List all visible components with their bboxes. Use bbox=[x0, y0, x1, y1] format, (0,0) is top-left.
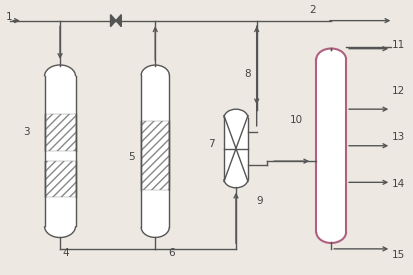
Bar bbox=[316, 59, 345, 232]
Text: 3: 3 bbox=[24, 127, 30, 137]
Text: 9: 9 bbox=[256, 196, 263, 206]
Text: 6: 6 bbox=[168, 248, 175, 258]
Text: 13: 13 bbox=[391, 133, 404, 142]
Text: 10: 10 bbox=[289, 115, 302, 125]
Text: 5: 5 bbox=[128, 152, 135, 162]
Text: 8: 8 bbox=[244, 69, 250, 79]
Ellipse shape bbox=[223, 109, 247, 127]
Bar bbox=[223, 118, 247, 179]
Bar bbox=[141, 75, 169, 227]
Text: 14: 14 bbox=[391, 179, 404, 189]
Ellipse shape bbox=[141, 217, 169, 237]
Polygon shape bbox=[110, 15, 116, 27]
Ellipse shape bbox=[141, 65, 169, 86]
Ellipse shape bbox=[316, 221, 345, 243]
Text: 1: 1 bbox=[6, 12, 12, 21]
Text: 15: 15 bbox=[391, 250, 404, 260]
Bar bbox=[44, 161, 75, 197]
Text: 11: 11 bbox=[391, 40, 404, 49]
Ellipse shape bbox=[44, 65, 75, 88]
Text: 12: 12 bbox=[391, 86, 404, 96]
Text: 7: 7 bbox=[207, 139, 214, 149]
Ellipse shape bbox=[316, 48, 345, 70]
Text: 4: 4 bbox=[63, 248, 69, 258]
Ellipse shape bbox=[44, 215, 75, 238]
Bar bbox=[141, 120, 169, 191]
Text: 2: 2 bbox=[309, 5, 315, 15]
Ellipse shape bbox=[223, 170, 247, 188]
Polygon shape bbox=[116, 15, 121, 27]
Bar bbox=[44, 114, 75, 151]
Bar bbox=[44, 76, 75, 226]
